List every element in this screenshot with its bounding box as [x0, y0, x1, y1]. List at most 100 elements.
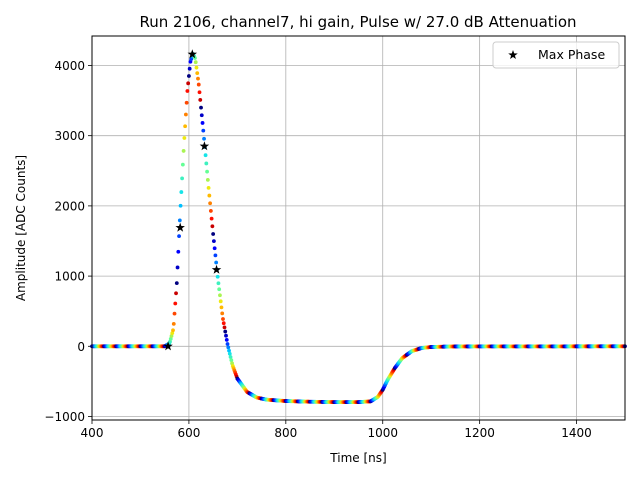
- pulse-sample-point: [181, 149, 186, 153]
- pulse-sample-point: [224, 337, 229, 342]
- y-tick-label: −1000: [44, 410, 85, 424]
- legend-entry-max-phase: Max Phase: [538, 47, 605, 62]
- pulse-sample-point: [211, 232, 216, 236]
- pulse-sample-point: [223, 329, 228, 334]
- pulse-sample-point: [204, 161, 209, 166]
- plot-frame: [91, 35, 626, 421]
- pulse-sample-point: [177, 218, 182, 223]
- legend: Max Phase: [492, 41, 620, 69]
- pulse-sample-point: [193, 60, 198, 65]
- pulse-sample-point: [202, 136, 206, 141]
- pulse-sample-point: [184, 100, 189, 105]
- max-phase-layer: [163, 49, 222, 351]
- pulse-sample-point: [180, 176, 185, 181]
- pulse-sample-point: [227, 348, 231, 353]
- pulse-sample-point: [214, 260, 219, 265]
- pulse-sample-point: [196, 76, 200, 81]
- pulse-sample-point: [208, 201, 213, 206]
- x-tick-label: 1000: [367, 426, 398, 440]
- pulse-sample-point: [208, 209, 213, 213]
- pulse-sample-point: [187, 66, 192, 71]
- pulse-sample-point: [178, 203, 183, 208]
- pulse-sample-point: [171, 328, 175, 333]
- pulse-sample-point: [205, 169, 209, 174]
- pulse-sample-point: [201, 128, 206, 133]
- pulse-sample-point: [199, 105, 203, 110]
- pulse-sample-point: [183, 112, 188, 117]
- pulse-sample-point: [196, 82, 201, 87]
- pulse-sample-point: [174, 291, 178, 296]
- pulse-sample-point: [169, 334, 174, 338]
- pulse-sample-point: [229, 358, 234, 363]
- pulse-sample-point: [205, 177, 210, 182]
- pulse-sample-point: [211, 239, 216, 244]
- pulse-sample-point: [195, 71, 200, 76]
- pulse-sample-point: [227, 351, 232, 356]
- pulse-sample-point: [187, 74, 191, 78]
- pulse-sample-point: [175, 265, 180, 270]
- pulse-sample-point: [172, 311, 177, 316]
- x-tick-label: 1200: [464, 426, 495, 440]
- pulse-sample-point: [180, 162, 185, 167]
- pulse-sample-point: [228, 355, 233, 359]
- pulse-sample-point: [170, 331, 175, 336]
- pulse-sample-point: [177, 234, 181, 239]
- max-phase-star: [163, 341, 173, 351]
- pulse-sample-point: [217, 287, 222, 292]
- max-phase-star: [199, 141, 210, 151]
- pulse-sample-point: [213, 253, 218, 258]
- pulse-sample-point: [216, 281, 221, 286]
- y-tick-label: 4000: [54, 59, 85, 73]
- pulse-sample-point: [197, 90, 202, 95]
- pulse-sample-point: [203, 153, 208, 158]
- y-tick-label: 1000: [54, 270, 85, 284]
- pulse-sample-point: [182, 136, 187, 140]
- pulse-sample-point: [218, 299, 223, 304]
- pulse-sample-point: [171, 321, 176, 326]
- chart-title: Run 2106, channel7, hi gain, Pulse w/ 27…: [139, 13, 576, 31]
- y-tick-label: 0: [77, 340, 85, 354]
- x-tick-label: 1400: [561, 426, 592, 440]
- pulse-sample-point: [174, 281, 179, 286]
- pulse-sample-point: [218, 293, 222, 298]
- pulse-sample-point: [186, 81, 191, 86]
- x-tick-label: 600: [177, 426, 200, 440]
- pulse-sample-point: [209, 216, 214, 221]
- pulse-sample-point: [198, 98, 203, 102]
- pulse-sample-point: [220, 311, 225, 316]
- pulse-sample-point: [173, 301, 178, 306]
- y-tick-label: 3000: [54, 129, 85, 143]
- pulse-sample-point: [224, 333, 228, 338]
- pulse-sample-point: [225, 342, 230, 346]
- pulse-sample-point: [176, 249, 181, 254]
- grid-layer: [91, 36, 625, 420]
- pulse-sample-point: [206, 186, 211, 190]
- pulse-sample-point: [219, 305, 224, 310]
- pulse-sample-point: [199, 113, 204, 118]
- pulse-sample-point: [226, 345, 231, 350]
- pulse-sample-point: [207, 193, 212, 198]
- pulse-sample-point: [179, 190, 184, 194]
- pulse-sample-point: [194, 65, 199, 70]
- pulse-sample-point: [221, 321, 226, 326]
- legend-box: [492, 41, 620, 69]
- pulse-sample-point: [215, 274, 220, 279]
- max-phase-star: [211, 264, 222, 274]
- pulse-sample-point: [168, 339, 172, 344]
- x-axis-label: Time [ns]: [329, 451, 386, 465]
- pulse-sample-point: [212, 246, 217, 251]
- legend-star-icon: [508, 50, 518, 60]
- y-axis-label: Amplitude [ADC Counts]: [14, 155, 28, 301]
- tick-layer: 400 600 800 1000 1200 1400 −1000 0 1000 2000 3000 4…: [44, 59, 591, 440]
- pulse-sample-point: [221, 317, 225, 321]
- max-phase-star: [187, 49, 198, 59]
- pulse-sample-point: [168, 336, 173, 341]
- max-phase-star: [175, 222, 185, 232]
- y-tick-label: 2000: [54, 199, 85, 213]
- x-tick-label: 400: [81, 426, 104, 440]
- pulse-sample-point: [200, 121, 205, 125]
- pulse-sample-point: [222, 325, 227, 330]
